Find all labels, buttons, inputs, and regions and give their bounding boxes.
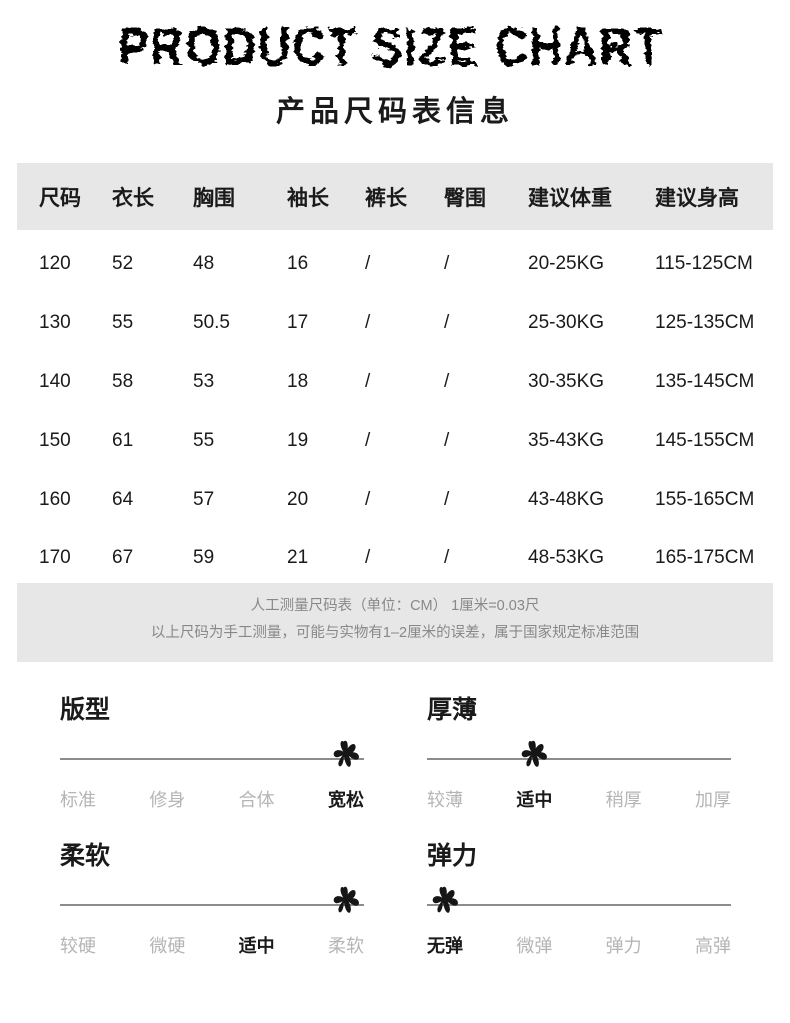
svg-text:PRODUCT SIZE CHART: PRODUCT SIZE CHART [118, 17, 664, 77]
